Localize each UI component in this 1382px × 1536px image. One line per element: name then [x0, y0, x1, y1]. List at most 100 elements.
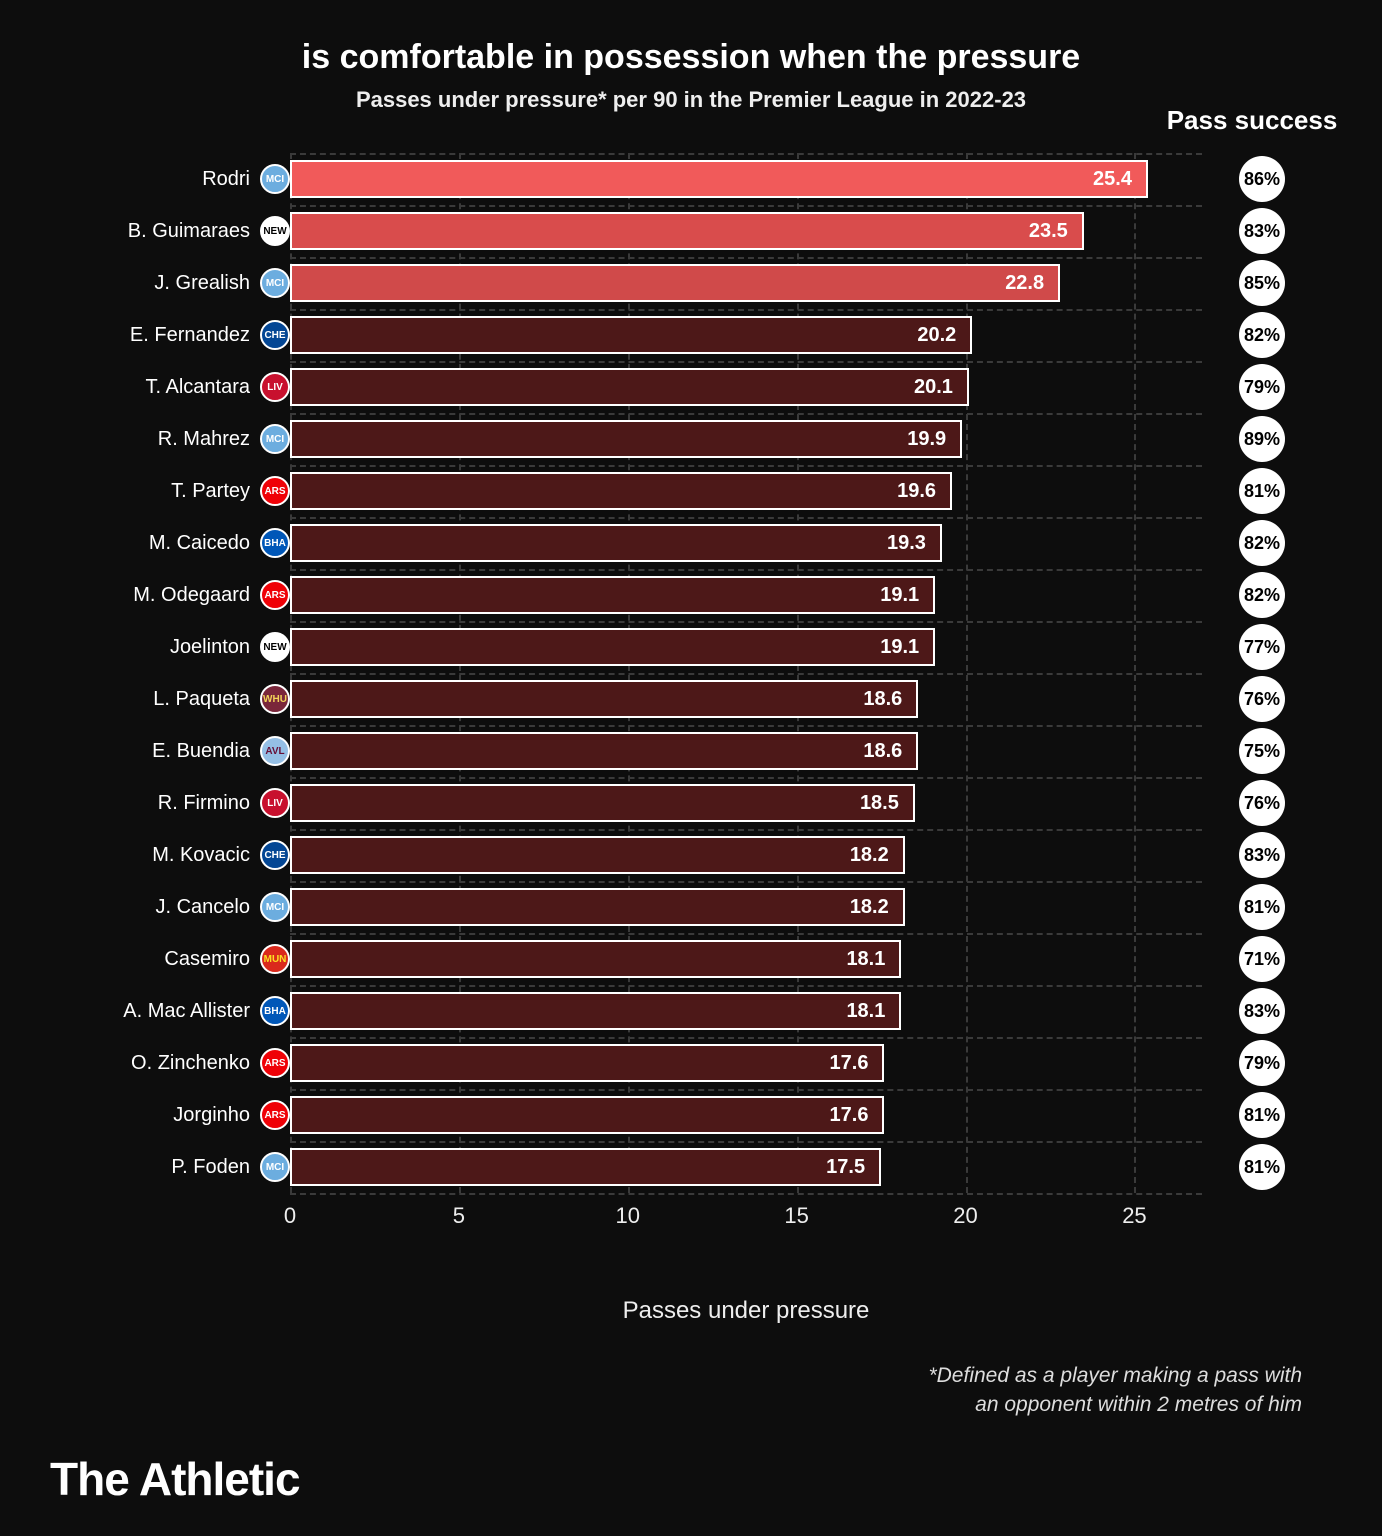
pass-success-badge: 81% [1239, 468, 1285, 514]
player-label-row: T. AlcantaraLIV [60, 361, 290, 413]
team-badge-icon: ARS [260, 1048, 290, 1078]
player-name: T. Partey [171, 480, 250, 503]
bar: 18.2 [290, 836, 905, 874]
team-badge-icon: BHA [260, 528, 290, 558]
player-label-row: L. PaquetaWHU [60, 673, 290, 725]
bar-value: 19.3 [887, 532, 926, 555]
chart-subtitle: Passes under pressure* per 90 in the Pre… [60, 87, 1322, 113]
bar: 19.1 [290, 628, 935, 666]
bar-value: 18.6 [863, 740, 902, 763]
success-column: Pass success 86%83%85%82%79%89%81%82%82%… [1202, 153, 1322, 1325]
bar-value: 17.6 [830, 1052, 869, 1075]
bar-row: 20.2 [290, 309, 1202, 361]
footnote-line1: *Defined as a player making a pass with [60, 1361, 1302, 1390]
pass-success-badge: 76% [1239, 780, 1285, 826]
bar-value: 20.2 [917, 324, 956, 347]
y-labels-column: Rodri MCI B. Guimaraes NEW J. Grealish MCI E. … [60, 153, 290, 1325]
team-badge-icon: MCI [260, 1152, 290, 1182]
bar-value: 19.1 [880, 636, 919, 659]
chart-container: Rodri MCI B. Guimaraes NEW J. Grealish MCI E. … [60, 153, 1322, 1325]
success-row: 89% [1202, 413, 1322, 465]
player-name: M. Odegaard [133, 584, 250, 607]
success-row: 76% [1202, 673, 1322, 725]
player-name: Joelinton [170, 636, 250, 659]
bar: 18.6 [290, 732, 918, 770]
success-row: 85% [1202, 257, 1322, 309]
team-badge-icon: NEW [260, 216, 290, 246]
player-label-row: E. BuendiaAVL [60, 725, 290, 777]
bar-value: 18.1 [846, 948, 885, 971]
bar-row: 20.1 [290, 361, 1202, 413]
player-label-row: M. Odegaard ARS [60, 569, 290, 621]
pass-success-badge: 81% [1239, 1144, 1285, 1190]
x-tick: 0 [284, 1203, 296, 1229]
brand-logo: The Athletic [50, 1452, 300, 1506]
bar-row: 18.6 [290, 673, 1202, 725]
bar-value: 18.1 [846, 1000, 885, 1023]
pass-success-badge: 89% [1239, 416, 1285, 462]
player-label-row: B. Guimaraes NEW [60, 205, 290, 257]
player-label-row: J. CanceloMCI [60, 881, 290, 933]
player-name: E. Buendia [152, 740, 250, 763]
success-row: 83% [1202, 985, 1322, 1037]
player-name: J. Grealish [154, 272, 250, 295]
player-name: J. Cancelo [156, 896, 251, 919]
success-row: 81% [1202, 1141, 1322, 1193]
player-label-row: A. Mac AllisterBHA [60, 985, 290, 1037]
bar: 18.2 [290, 888, 905, 926]
player-label-row: M. CaicedoBHA [60, 517, 290, 569]
pass-success-badge: 71% [1239, 936, 1285, 982]
player-name: E. Fernandez [130, 324, 250, 347]
plot-area: 25.423.522.820.220.119.919.619.319.119.1… [290, 153, 1202, 1193]
bar-row: 22.8 [290, 257, 1202, 309]
bar-value: 22.8 [1005, 272, 1044, 295]
success-row: 79% [1202, 361, 1322, 413]
bar: 19.9 [290, 420, 962, 458]
player-name: M. Kovacic [152, 844, 250, 867]
team-badge-icon: WHU [260, 684, 290, 714]
player-label-row: Rodri MCI [60, 153, 290, 205]
success-row: 86% [1202, 153, 1322, 205]
player-label-row: JorginhoARS [60, 1089, 290, 1141]
bar: 23.5 [290, 212, 1084, 250]
bar: 19.1 [290, 576, 935, 614]
success-row: 82% [1202, 309, 1322, 361]
bar-value: 25.4 [1093, 168, 1132, 191]
player-label-row: JoelintonNEW [60, 621, 290, 673]
bar: 19.3 [290, 524, 942, 562]
team-badge-icon: MCI [260, 424, 290, 454]
team-badge-icon: MCI [260, 164, 290, 194]
player-name: T. Alcantara [145, 376, 250, 399]
bar-row: 18.2 [290, 829, 1202, 881]
success-row: 81% [1202, 465, 1322, 517]
success-row: 83% [1202, 829, 1322, 881]
team-badge-icon: LIV [260, 788, 290, 818]
bar: 18.6 [290, 680, 918, 718]
bar-value: 17.5 [826, 1156, 865, 1179]
bar: 20.1 [290, 368, 969, 406]
pass-success-badge: 83% [1239, 988, 1285, 1034]
bar: 18.5 [290, 784, 915, 822]
team-badge-icon: CHE [260, 320, 290, 350]
pass-success-badge: 83% [1239, 832, 1285, 878]
success-row: 82% [1202, 569, 1322, 621]
player-name: R. Mahrez [158, 428, 250, 451]
success-row: 81% [1202, 881, 1322, 933]
player-name: Rodri [202, 168, 250, 191]
team-badge-icon: ARS [260, 580, 290, 610]
bar-value: 19.1 [880, 584, 919, 607]
footnote: *Defined as a player making a pass with … [60, 1361, 1322, 1420]
player-name: B. Guimaraes [128, 220, 250, 243]
pass-success-badge: 79% [1239, 1040, 1285, 1086]
bar-row: 18.5 [290, 777, 1202, 829]
bar-value: 18.5 [860, 792, 899, 815]
bar-row: 18.1 [290, 985, 1202, 1037]
bar-row: 18.1 [290, 933, 1202, 985]
success-row: 83% [1202, 205, 1322, 257]
bar-row: 19.1 [290, 569, 1202, 621]
x-axis-label: Passes under pressure [290, 1297, 1202, 1325]
bar-value: 20.1 [914, 376, 953, 399]
pass-success-badge: 86% [1239, 156, 1285, 202]
footnote-line2: an opponent within 2 metres of him [60, 1390, 1302, 1419]
success-header: Pass success [1142, 105, 1362, 136]
